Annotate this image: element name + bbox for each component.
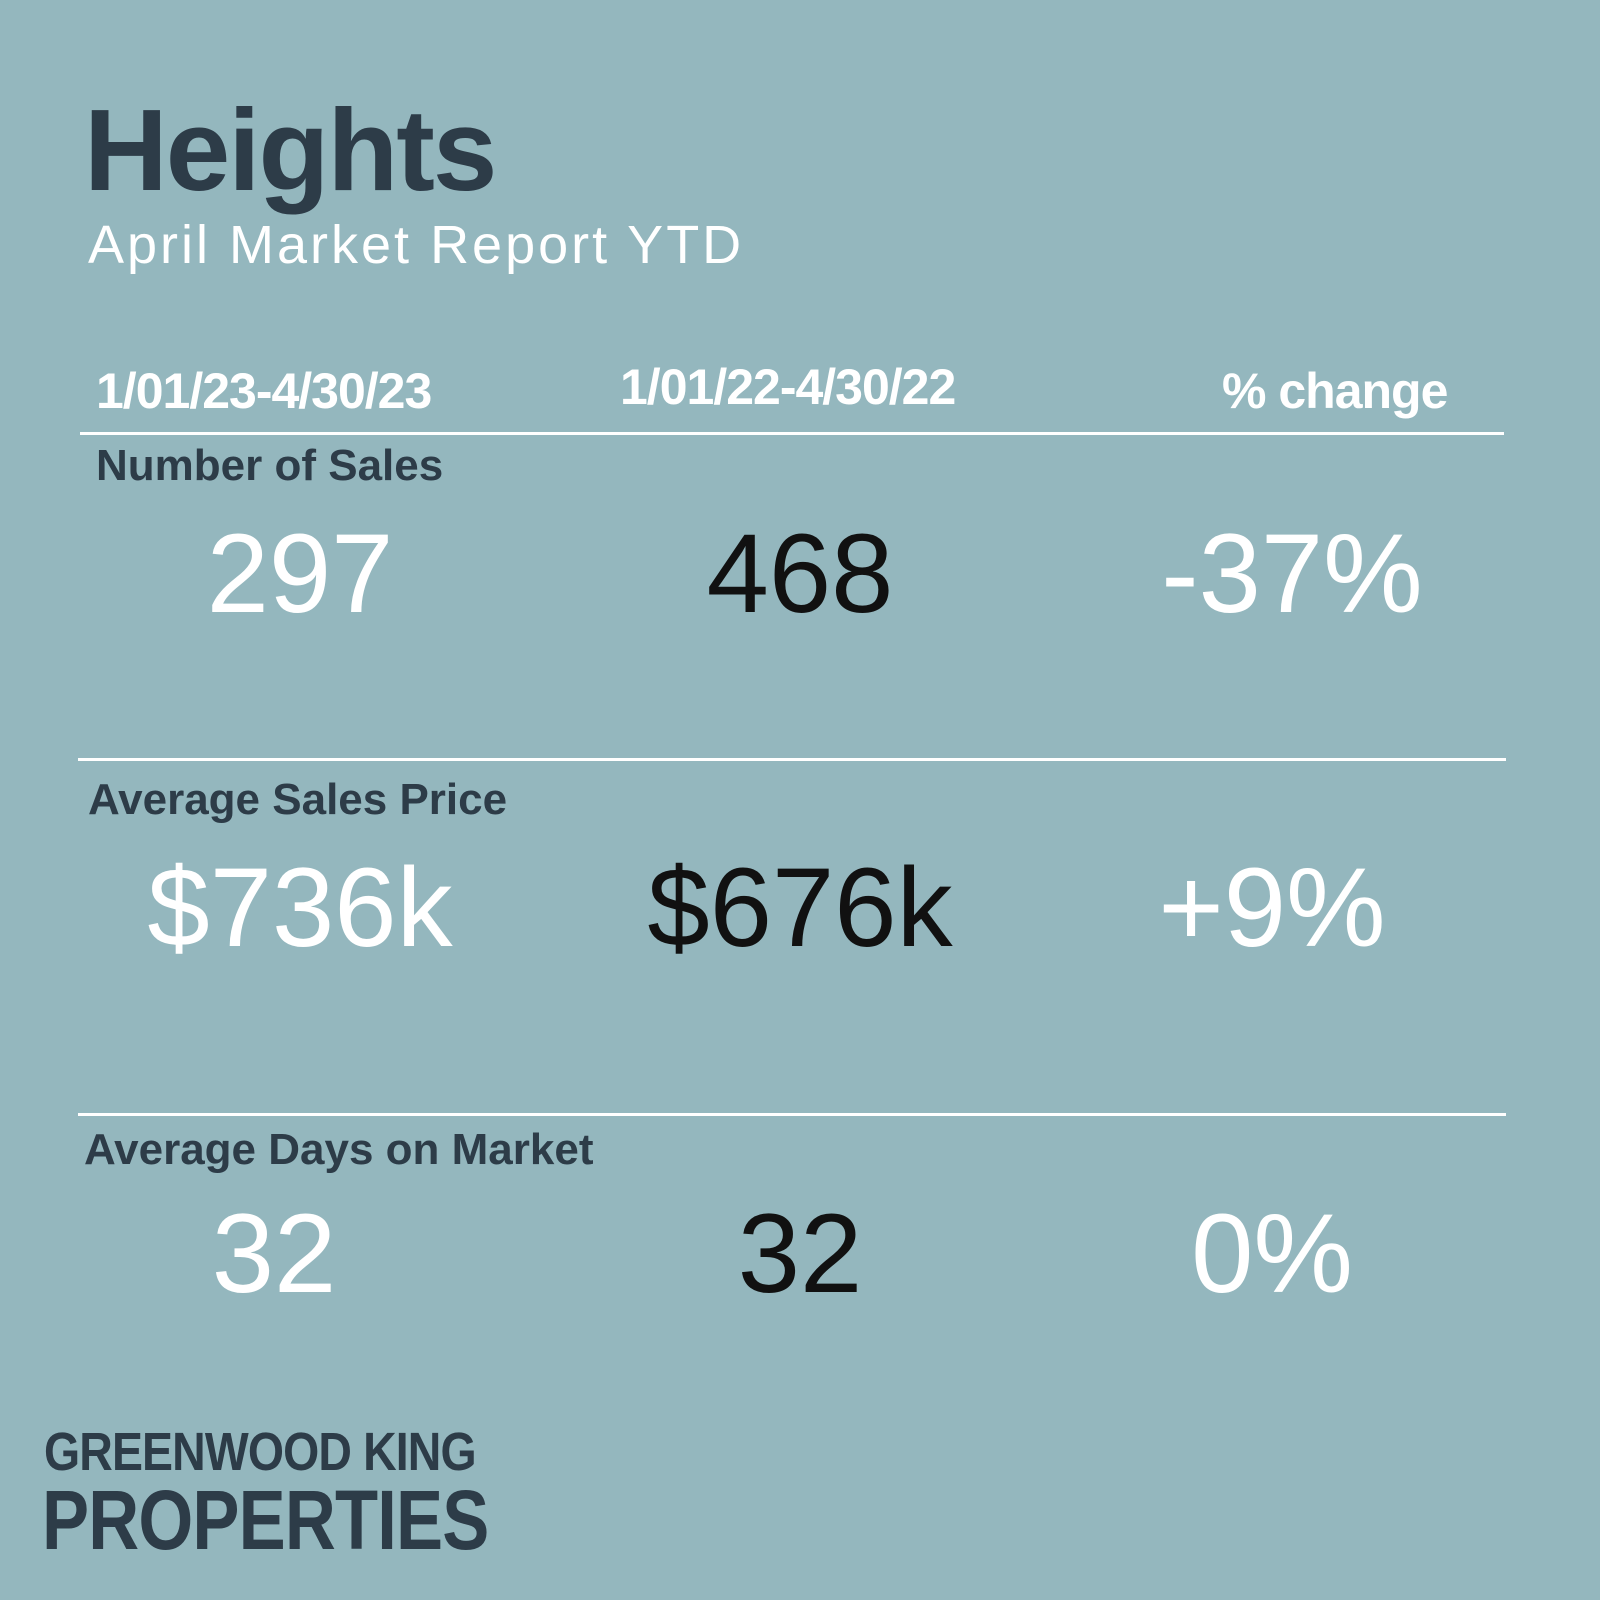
row-label-average-days-on-market: Average Days on Market xyxy=(84,1125,594,1174)
brand-logo-line-1: GREENWOOD KING xyxy=(44,1422,477,1482)
average-days-on-market-current: 32 xyxy=(211,1191,337,1316)
brand-logo-line-2: PROPERTIES xyxy=(42,1473,489,1567)
number-of-sales-previous: 468 xyxy=(706,511,894,636)
average-sales-price-previous: $676k xyxy=(647,845,953,970)
row-label-average-sales-price: Average Sales Price xyxy=(88,775,508,824)
average-sales-price-current: $736k xyxy=(147,845,453,970)
row-label-number-of-sales: Number of Sales xyxy=(96,441,444,490)
row-divider-1 xyxy=(78,758,1506,761)
column-header-previous-period: 1/01/22-4/30/22 xyxy=(620,359,956,415)
page-subtitle: April Market Report YTD xyxy=(88,215,745,275)
page-title: Heights xyxy=(84,85,497,215)
average-sales-price-change: +9% xyxy=(1158,845,1386,970)
number-of-sales-change: -37% xyxy=(1161,511,1423,636)
row-divider-2 xyxy=(78,1113,1506,1116)
header-divider xyxy=(80,432,1504,435)
column-header-current-period: 1/01/23-4/30/23 xyxy=(96,363,432,419)
number-of-sales-current: 297 xyxy=(206,511,394,636)
average-days-on-market-change: 0% xyxy=(1191,1191,1353,1316)
column-header-percent-change: % change xyxy=(1222,363,1448,419)
average-days-on-market-previous: 32 xyxy=(737,1191,863,1316)
